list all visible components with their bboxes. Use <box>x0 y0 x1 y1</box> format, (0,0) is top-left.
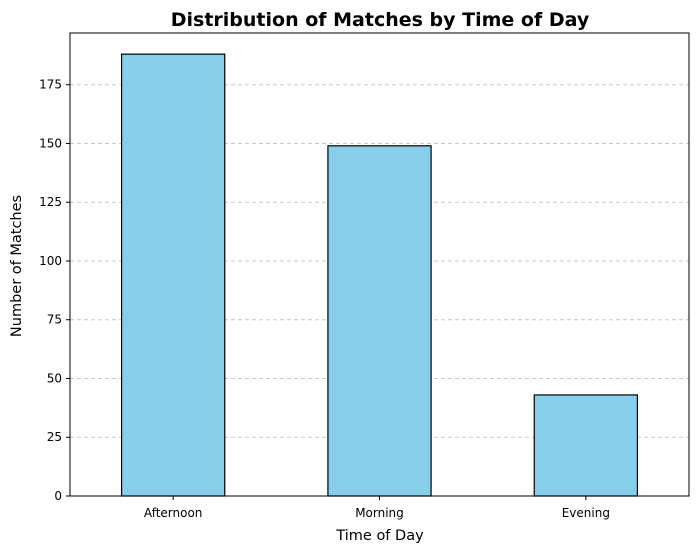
bar-morning <box>327 145 432 497</box>
y-tick-label: 50 <box>47 371 62 385</box>
x-tick-label: Afternoon <box>144 506 203 520</box>
y-tick-label: 175 <box>39 78 62 92</box>
y-tick-label: 125 <box>39 195 62 209</box>
bar-afternoon <box>120 53 226 497</box>
x-axis-title: Time of Day <box>335 528 424 544</box>
y-tick-label: 25 <box>47 430 62 444</box>
y-tick-label: 0 <box>54 489 62 503</box>
x-tick-label: Evening <box>562 506 610 520</box>
y-axis-ticks: 0 25 50 75 100 125 150 175 <box>39 78 70 503</box>
x-axis-ticks: Afternoon Morning Evening <box>144 496 610 520</box>
y-tick-label: 75 <box>47 313 62 327</box>
bars <box>120 53 639 497</box>
y-tick-label: 150 <box>39 136 62 150</box>
bar-evening <box>533 394 639 497</box>
y-axis-title: Number of Matches <box>9 195 25 337</box>
y-tick-label: 100 <box>39 254 62 268</box>
x-tick-label: Morning <box>355 506 404 520</box>
chart-title: Distribution of Matches by Time of Day <box>171 9 590 31</box>
